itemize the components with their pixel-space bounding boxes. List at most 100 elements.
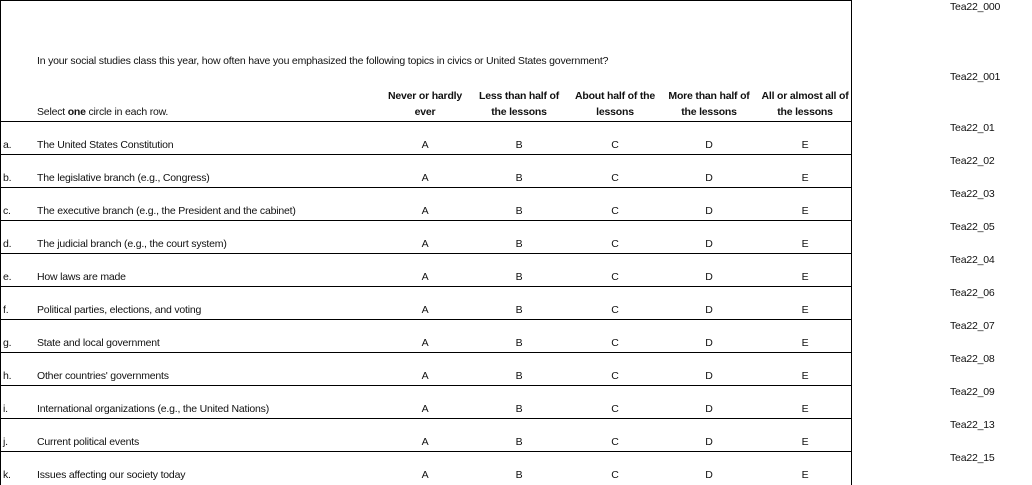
response-option-a[interactable]: A [421,304,429,316]
row-letter: d. [3,238,12,250]
question-text: In your social studies class this year, … [37,55,609,67]
response-option-c[interactable]: C [611,304,619,316]
response-option-c[interactable]: C [611,271,619,283]
response-option-d[interactable]: D [705,469,713,481]
variable-code: Tea22_09 [950,386,995,398]
response-option-e[interactable]: E [801,238,809,250]
column-header: Less than half of the lessons [478,90,560,118]
response-option-b[interactable]: B [515,337,523,349]
response-option-a[interactable]: A [421,436,429,448]
row-letter: c. [3,205,11,217]
variable-code: Tea22_001 [950,71,1001,83]
row-divider [0,319,852,320]
response-option-a[interactable]: A [421,139,429,151]
variable-code: Tea22_03 [950,188,995,200]
response-option-b[interactable]: B [515,403,523,415]
response-option-a[interactable]: A [421,469,429,481]
response-option-e[interactable]: E [801,436,809,448]
column-header: Never or hardly ever [387,90,463,118]
response-option-c[interactable]: C [611,205,619,217]
row-label: Other countries' governments [37,370,169,382]
response-option-e[interactable]: E [801,403,809,415]
response-option-b[interactable]: B [515,238,523,250]
row-divider [0,352,852,353]
response-option-c[interactable]: C [611,337,619,349]
response-option-d[interactable]: D [705,337,713,349]
instruction-bold: one [67,106,86,118]
variable-code: Tea22_06 [950,287,995,299]
instruction-pre: Select [37,106,68,118]
response-option-b[interactable]: B [515,436,523,448]
row-letter: k. [3,469,11,481]
row-divider [0,220,852,221]
response-option-a[interactable]: A [421,403,429,415]
response-option-c[interactable]: C [611,139,619,151]
response-option-c[interactable]: C [611,403,619,415]
row-label: The judicial branch (e.g., the court sys… [37,238,227,250]
response-option-d[interactable]: D [705,271,713,283]
variable-code: Tea22_04 [950,254,995,266]
response-option-d[interactable]: D [705,139,713,151]
row-divider [0,121,852,122]
response-option-b[interactable]: B [515,304,523,316]
response-option-b[interactable]: B [515,139,523,151]
response-option-a[interactable]: A [421,238,429,250]
instruction: Select one circle in each row. [37,106,168,118]
response-option-e[interactable]: E [801,370,809,382]
response-option-e[interactable]: E [801,139,809,151]
response-option-b[interactable]: B [515,469,523,481]
variable-code: Tea22_08 [950,353,995,365]
variable-code: Tea22_02 [950,155,995,167]
response-option-e[interactable]: E [801,172,809,184]
variable-code: Tea22_15 [950,452,995,464]
response-option-e[interactable]: E [801,469,809,481]
row-letter: j. [3,436,8,448]
response-option-a[interactable]: A [421,337,429,349]
response-option-e[interactable]: E [801,205,809,217]
response-option-b[interactable]: B [515,205,523,217]
question-box [0,0,852,485]
response-option-e[interactable]: E [801,271,809,283]
row-label: The executive branch (e.g., the Presiden… [37,205,296,217]
instruction-post: circle in each row. [85,106,169,118]
row-label: Issues affecting our society today [37,469,186,481]
response-option-d[interactable]: D [705,436,713,448]
row-label: The legislative branch (e.g., Congress) [37,172,210,184]
response-option-d[interactable]: D [705,172,713,184]
row-letter: i. [3,403,8,415]
response-option-b[interactable]: B [515,271,523,283]
row-letter: f. [3,304,9,316]
response-option-e[interactable]: E [801,304,809,316]
row-letter: b. [3,172,12,184]
response-option-e[interactable]: E [801,337,809,349]
variable-code: Tea22_13 [950,419,995,431]
response-option-b[interactable]: B [515,370,523,382]
response-option-b[interactable]: B [515,172,523,184]
row-divider [0,451,852,452]
row-divider [0,187,852,188]
row-divider [0,286,852,287]
response-option-a[interactable]: A [421,172,429,184]
variable-code: Tea22_07 [950,320,995,332]
row-label: The United States Constitution [37,139,174,151]
response-option-d[interactable]: D [705,304,713,316]
response-option-c[interactable]: C [611,436,619,448]
response-option-c[interactable]: C [611,370,619,382]
row-letter: e. [3,271,12,283]
response-option-a[interactable]: A [421,370,429,382]
response-option-c[interactable]: C [611,238,619,250]
row-label: Current political events [37,436,139,448]
response-option-c[interactable]: C [611,172,619,184]
row-letter: a. [3,139,12,151]
row-label: Political parties, elections, and voting [37,304,202,316]
row-label: International organizations (e.g., the U… [37,403,270,415]
response-option-a[interactable]: A [421,205,429,217]
response-option-d[interactable]: D [705,370,713,382]
response-option-d[interactable]: D [705,238,713,250]
response-option-c[interactable]: C [611,469,619,481]
response-option-d[interactable]: D [705,403,713,415]
response-option-d[interactable]: D [705,205,713,217]
response-option-a[interactable]: A [421,271,429,283]
variable-code: Tea22_000 [950,1,1001,13]
